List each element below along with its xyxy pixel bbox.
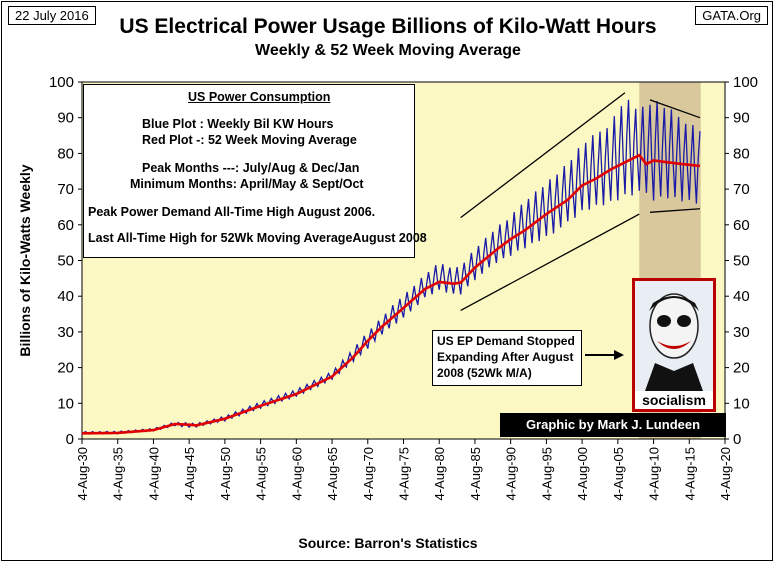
x-tick-label: 4-Aug-60: [289, 447, 304, 500]
x-tick-label: 4-Aug-40: [146, 447, 161, 500]
trend-line: [649, 208, 701, 213]
x-tick-label: 4-Aug-05: [611, 447, 626, 500]
trend-line: [460, 213, 640, 312]
x-tick-label: 4-Aug-50: [218, 447, 233, 500]
x-tick-label: 4-Aug-10: [647, 447, 662, 500]
y-tick-label-right: 10: [733, 395, 750, 412]
y-tick-label-left: 90: [57, 110, 74, 127]
date-label: 22 July 2016: [8, 6, 96, 25]
chart-title: US Electrical Power Usage Billions of Ki…: [119, 15, 657, 38]
poster-label: socialism: [635, 391, 713, 409]
y-tick-label-left: 30: [57, 324, 74, 341]
info-line-peak: Peak Months ---: July/Aug & Dec/Jan: [142, 161, 360, 175]
annotation-arrow-head: [614, 350, 624, 360]
info-line-alltime: Peak Power Demand All-Time High August 2…: [88, 205, 376, 219]
x-tick-label: 4-Aug-15: [682, 447, 697, 500]
y-tick-label-left: 40: [57, 288, 74, 305]
annotation-note: US EP Demand Stopped Expanding After Aug…: [432, 330, 582, 386]
y-axis-label: Billions of Kilo-Watts Weekly: [17, 164, 33, 356]
x-tick-label: 4-Aug-65: [325, 447, 340, 500]
y-tick-label-right: 80: [733, 145, 750, 162]
y-tick-label-left: 20: [57, 360, 74, 377]
info-line-blue: Blue Plot : Weekly Bil KW Hours: [142, 117, 334, 131]
y-tick-label-left: 10: [57, 395, 74, 412]
x-tick-label: 4-Aug-45: [182, 447, 197, 500]
y-tick-label-right: 40: [733, 288, 750, 305]
x-axis-label: Source: Barron's Statistics: [298, 535, 478, 551]
y-tick-label-left: 50: [57, 253, 74, 270]
y-tick-label-right: 50: [733, 253, 750, 270]
y-tick-label-right: 20: [733, 360, 750, 377]
y-tick-label-right: 90: [733, 110, 750, 127]
poster-face-graphic: [635, 281, 713, 391]
y-tick-label-left: 80: [57, 145, 74, 162]
x-tick-label: 4-Aug-30: [75, 447, 90, 500]
trend-line: [460, 92, 626, 219]
info-line-min: Minimum Months: April/May & Sept/Oct: [130, 177, 364, 191]
y-tick-label-left: 70: [57, 181, 74, 198]
moving-average-line: [81, 153, 701, 435]
joker-poster-image: socialism: [632, 278, 716, 412]
x-tick-label: 4-Aug-90: [504, 447, 519, 500]
x-tick-label: 4-Aug-95: [539, 447, 554, 500]
x-tick-label: 4-Aug-80: [432, 447, 447, 500]
y-tick-label-right: 30: [733, 324, 750, 341]
y-tick-label-right: 100: [733, 74, 758, 91]
credit-badge: Graphic by Mark J. Lundeen: [500, 413, 726, 437]
y-tick-label-left: 0: [66, 431, 74, 448]
x-tick-label: 4-Aug-55: [254, 447, 269, 500]
y-tick-label-right: 0: [733, 431, 741, 448]
x-tick-label: 4-Aug-70: [361, 447, 376, 500]
x-tick-label: 4-Aug-75: [397, 447, 412, 500]
info-heading: US Power Consumption: [188, 90, 331, 104]
source-tag: GATA.Org: [695, 6, 768, 25]
trend-line: [649, 99, 701, 119]
info-line-red: Red Plot -: 52 Week Moving Average: [142, 133, 357, 147]
chart-subtitle: Weekly & 52 Week Moving Average: [255, 42, 521, 59]
y-tick-label-right: 60: [733, 217, 750, 234]
y-tick-label-left: 60: [57, 217, 74, 234]
info-box: US Power Consumption Blue Plot : Weekly …: [83, 84, 427, 258]
x-tick-label: 4-Aug-85: [468, 447, 483, 500]
y-tick-label-left: 100: [49, 74, 74, 91]
x-tick-label: 4-Aug-00: [575, 447, 590, 500]
x-tick-label: 4-Aug-20: [718, 447, 733, 500]
info-line-ma-high: Last All-Time High for 52Wk Moving Avera…: [88, 231, 427, 245]
y-tick-label-right: 70: [733, 181, 750, 198]
x-tick-label: 4-Aug-35: [111, 447, 126, 500]
